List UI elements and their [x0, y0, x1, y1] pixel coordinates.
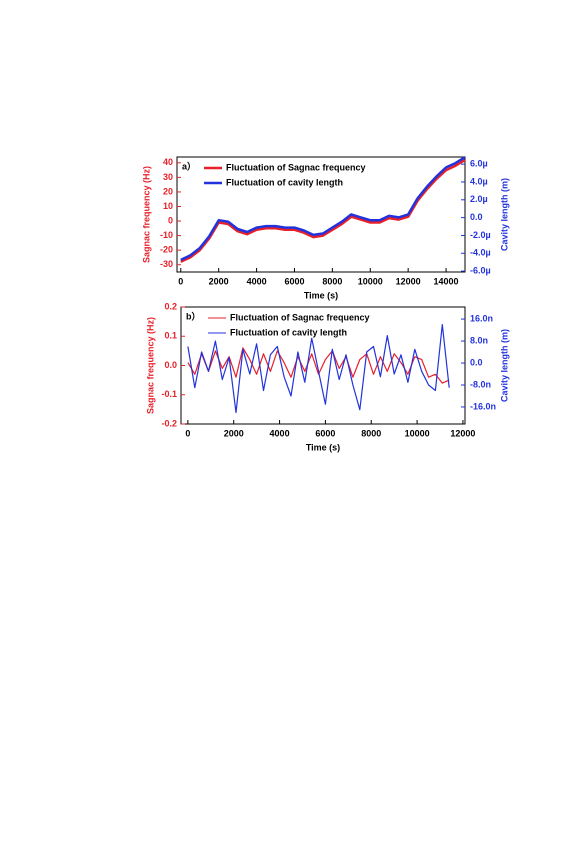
y-axis-title: Sagnac frequency (Hz) — [145, 317, 155, 414]
x-tick-label: 6000 — [284, 276, 304, 286]
y-tick-label: 20 — [163, 186, 173, 196]
legend-label: Fluctuation of Sagnac frequency — [230, 312, 370, 322]
y2-tick-label: 6.0µ — [470, 159, 488, 169]
x-tick-label: 8000 — [361, 428, 381, 438]
x-tick-label: 12000 — [450, 428, 475, 438]
x-tick-label: 4000 — [270, 428, 290, 438]
y-tick-label: -20 — [160, 245, 173, 255]
y-tick-label: 40 — [163, 157, 173, 167]
x-tick-label: 6000 — [315, 428, 335, 438]
y2-tick-label: -6.0µ — [470, 265, 491, 275]
x-tick-label: 12000 — [396, 276, 421, 286]
y-tick-label: -0.1 — [161, 389, 177, 399]
x-tick-label: 8000 — [322, 276, 342, 286]
y-tick-label: -30 — [160, 259, 173, 269]
plot-frame — [176, 156, 466, 273]
y-axis-title: Sagnac frequency (Hz) — [141, 166, 151, 263]
y-tick-label: -10 — [160, 230, 173, 240]
legend-label: Fluctuation of cavity length — [230, 327, 347, 337]
series-line — [187, 324, 450, 414]
x-tick-label: 14000 — [434, 276, 459, 286]
y-tick-label: 0.2 — [164, 301, 177, 311]
y2-tick-label: 0.0 — [470, 357, 483, 367]
y2-tick-label: -8.0n — [470, 379, 491, 389]
y-tick-label: -0.2 — [161, 418, 177, 428]
legend-label: Fluctuation of Sagnac frequency — [226, 162, 366, 172]
x-tick-label: 2000 — [224, 428, 244, 438]
x-tick-label: 2000 — [209, 276, 229, 286]
x-tick-label: 10000 — [358, 276, 383, 286]
series-line — [187, 347, 450, 384]
y-tick-label: 0.1 — [164, 331, 177, 341]
y-tick-label: 0.0 — [164, 360, 177, 370]
y-tick-label: 30 — [163, 172, 173, 182]
panel-label: a） — [182, 161, 196, 171]
y2-tick-label: -4.0µ — [470, 248, 491, 258]
x-tick-label: 0 — [185, 428, 190, 438]
x-axis-title: Time (s) — [304, 290, 338, 300]
y2-tick-label: 0.0 — [470, 212, 483, 222]
legend-label: Fluctuation of cavity length — [226, 177, 343, 187]
x-tick-label: 0 — [178, 276, 183, 286]
y2-tick-label: 2.0µ — [470, 194, 488, 204]
y2-tick-label: 16.0n — [470, 313, 493, 323]
x-axis-title: Time (s) — [306, 442, 340, 452]
y2-tick-label: 8.0n — [470, 335, 488, 345]
x-tick-label: 10000 — [405, 428, 430, 438]
panel-label: b） — [186, 311, 201, 321]
series-line — [180, 158, 466, 263]
x-tick-label: 4000 — [247, 276, 267, 286]
y2-axis-title: Cavity length (m) — [499, 329, 509, 402]
y2-axis-title: Cavity length (m) — [499, 178, 509, 251]
y2-tick-label: 4.0µ — [470, 176, 488, 186]
y-tick-label: 0 — [168, 215, 173, 225]
y2-tick-label: -16.0n — [470, 401, 496, 411]
y2-tick-label: -2.0µ — [470, 230, 491, 240]
series-line — [180, 156, 466, 262]
y-tick-label: 10 — [163, 201, 173, 211]
